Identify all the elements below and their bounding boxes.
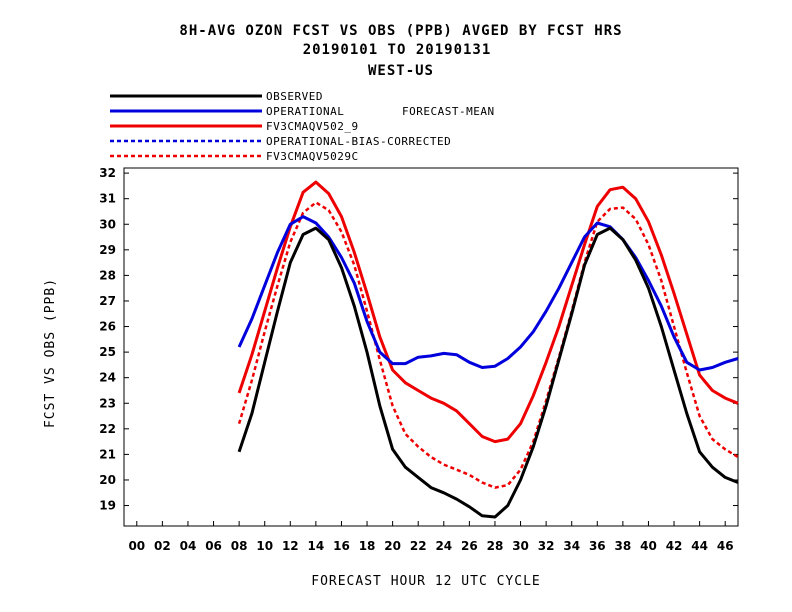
x-tick-label-13: 26 bbox=[461, 539, 478, 553]
y-axis-ticks: 19 20 21 22 23 24 25 26 27 28 29 30 31 32 bbox=[99, 166, 738, 513]
legend-label-4: FV3CMAQV5029C bbox=[266, 150, 359, 163]
x-tick-label-3: 06 bbox=[205, 539, 222, 553]
series-line-fv3cmaqv502-9 bbox=[237, 180, 739, 444]
y-tick-label-6: 25 bbox=[99, 345, 116, 359]
y-axis-label: FCST VS OBS (PPB) bbox=[43, 278, 58, 428]
x-tick-label-19: 38 bbox=[615, 539, 632, 553]
x-tick-label-7: 14 bbox=[308, 539, 325, 553]
x-tick-label-14: 28 bbox=[487, 539, 504, 553]
x-tick-label-18: 36 bbox=[589, 539, 606, 553]
legend-note: FORECAST-MEAN bbox=[402, 105, 495, 118]
legend-label-2: FV3CMAQV502_9 bbox=[266, 120, 359, 133]
y-tick-label-5: 24 bbox=[99, 371, 116, 385]
y-tick-label-13: 32 bbox=[99, 166, 116, 180]
legend-label-1: OPERATIONAL bbox=[266, 105, 344, 118]
x-axis-ticks: 00 02 04 06 08 10 12 14 16 18 20 22 24 26 28 30 32 34 36 38… bbox=[128, 521, 734, 553]
x-tick-label-17: 34 bbox=[563, 539, 580, 553]
x-tick-label-22: 44 bbox=[691, 539, 708, 553]
chart-region: WEST-US bbox=[368, 63, 434, 79]
x-tick-label-16: 32 bbox=[538, 539, 555, 553]
x-tick-label-23: 46 bbox=[717, 539, 734, 553]
y-tick-label-0: 19 bbox=[99, 499, 116, 513]
x-tick-label-10: 20 bbox=[384, 539, 401, 553]
x-tick-label-2: 04 bbox=[180, 539, 197, 553]
x-tick-label-4: 08 bbox=[231, 539, 248, 553]
y-tick-label-12: 31 bbox=[99, 192, 116, 206]
y-tick-label-9: 28 bbox=[99, 268, 116, 282]
y-tick-label-2: 21 bbox=[99, 447, 116, 461]
x-tick-label-12: 24 bbox=[435, 539, 452, 553]
plot-frame bbox=[123, 167, 739, 527]
x-tick-label-21: 42 bbox=[666, 539, 683, 553]
x-tick-label-20: 40 bbox=[640, 539, 657, 553]
x-tick-label-5: 10 bbox=[256, 539, 273, 553]
series-line-fv3cmaqv5029c bbox=[237, 201, 739, 489]
x-tick-label-1: 02 bbox=[154, 539, 171, 553]
series-lines bbox=[237, 180, 739, 519]
y-tick-label-4: 23 bbox=[99, 396, 116, 410]
x-tick-label-8: 16 bbox=[333, 539, 350, 553]
x-tick-label-15: 30 bbox=[512, 539, 529, 553]
x-tick-label-0: 00 bbox=[128, 539, 145, 553]
series-line-operational bbox=[237, 215, 739, 372]
chart-title: 8H-AVG OZON FCST VS OBS (PPB) AVGED BY F… bbox=[179, 23, 622, 39]
legend: OBSERVED OPERATIONAL FV3CMAQV502_9 OPERATIO… bbox=[110, 90, 451, 163]
x-tick-label-6: 12 bbox=[282, 539, 299, 553]
legend-label-3: OPERATIONAL-BIAS-CORRECTED bbox=[266, 135, 451, 148]
series-line-observed bbox=[237, 226, 739, 519]
y-tick-label-8: 27 bbox=[99, 294, 116, 308]
x-axis-label: FORECAST HOUR 12 UTC CYCLE bbox=[311, 574, 541, 589]
y-tick-label-3: 22 bbox=[99, 422, 116, 436]
x-tick-label-11: 22 bbox=[410, 539, 427, 553]
legend-label-0: OBSERVED bbox=[266, 90, 323, 103]
x-tick-label-9: 18 bbox=[359, 539, 376, 553]
y-tick-label-10: 29 bbox=[99, 243, 116, 257]
y-tick-label-1: 20 bbox=[99, 473, 116, 487]
y-tick-label-11: 30 bbox=[99, 217, 116, 231]
y-tick-label-7: 26 bbox=[99, 320, 116, 334]
chart-subtitle: 20190101 TO 20190131 bbox=[303, 42, 492, 58]
